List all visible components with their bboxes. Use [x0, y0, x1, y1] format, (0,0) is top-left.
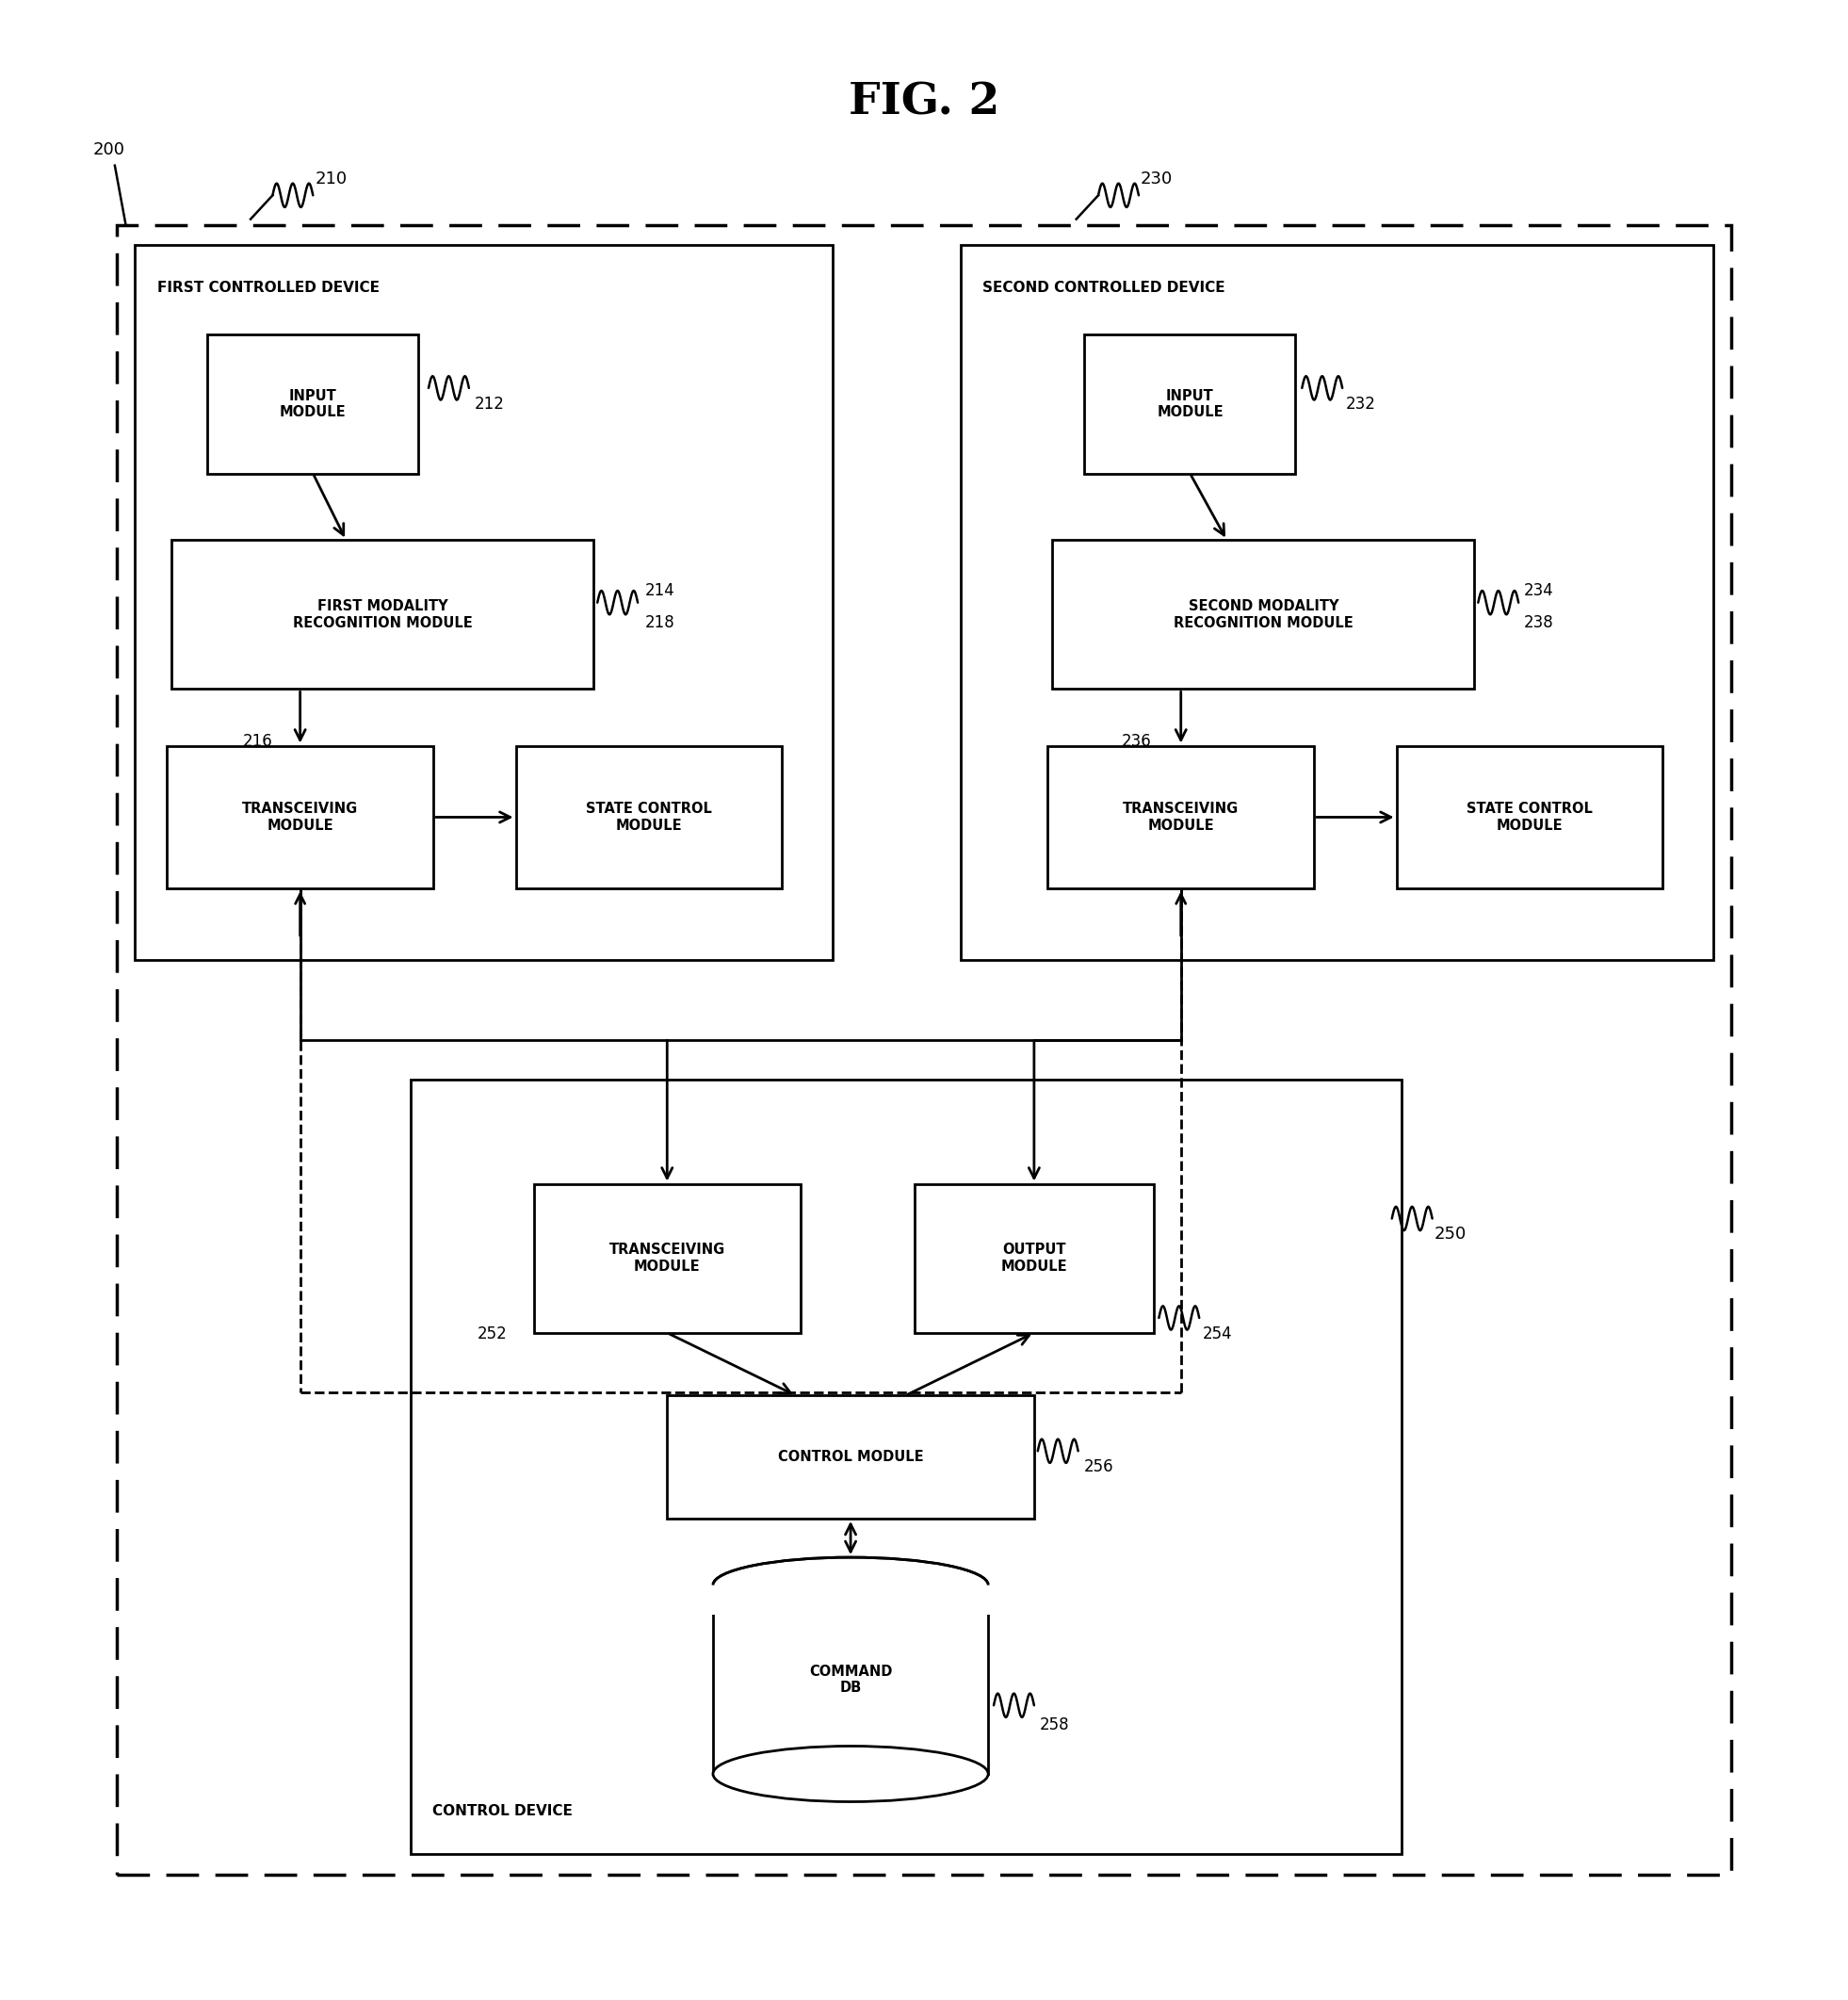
Bar [534, 1184, 800, 1332]
Bar [207, 334, 418, 474]
Text: 236: 236 [1122, 734, 1151, 750]
Bar [961, 244, 1713, 960]
Text: 200: 200 [92, 142, 126, 158]
Bar [1085, 334, 1295, 474]
Bar [516, 746, 782, 888]
Text: 230: 230 [1140, 170, 1173, 188]
Text: STATE CONTROL
MODULE: STATE CONTROL MODULE [586, 802, 711, 832]
Bar [1397, 746, 1663, 888]
Text: OUTPUT
MODULE: OUTPUT MODULE [1002, 1244, 1068, 1274]
Text: 254: 254 [1203, 1326, 1233, 1342]
Text: 238: 238 [1525, 614, 1554, 630]
Text: TRANSCEIVING
MODULE: TRANSCEIVING MODULE [242, 802, 359, 832]
Text: 214: 214 [645, 582, 675, 600]
Text: CONTROL MODULE: CONTROL MODULE [778, 1450, 924, 1464]
Text: 216: 216 [242, 734, 274, 750]
Text: 234: 234 [1525, 582, 1554, 600]
Text: TRANSCEIVING
MODULE: TRANSCEIVING MODULE [1124, 802, 1238, 832]
Text: STATE CONTROL
MODULE: STATE CONTROL MODULE [1467, 802, 1593, 832]
Bar [1048, 746, 1314, 888]
Text: 256: 256 [1083, 1458, 1114, 1476]
Bar [135, 244, 832, 960]
Text: 252: 252 [477, 1326, 508, 1342]
Text: CONTROL DEVICE: CONTROL DEVICE [432, 1804, 573, 1818]
Text: TRANSCEIVING
MODULE: TRANSCEIVING MODULE [610, 1244, 724, 1274]
Bar [1053, 540, 1475, 690]
Text: SECOND CONTROLLED DEVICE: SECOND CONTROLLED DEVICE [983, 280, 1225, 294]
Text: 258: 258 [1040, 1716, 1070, 1734]
Bar [166, 746, 432, 888]
Text: FIG. 2: FIG. 2 [848, 80, 1000, 124]
Text: FIRST MODALITY
RECOGNITION MODULE: FIRST MODALITY RECOGNITION MODULE [292, 600, 473, 630]
Text: FIRST CONTROLLED DEVICE: FIRST CONTROLLED DEVICE [157, 280, 379, 294]
Text: INPUT
MODULE: INPUT MODULE [279, 388, 346, 420]
Bar [410, 1080, 1401, 1854]
Bar [172, 540, 593, 690]
Bar [915, 1184, 1153, 1332]
Text: 250: 250 [1434, 1226, 1465, 1242]
Bar [667, 1396, 1035, 1518]
Text: 212: 212 [475, 396, 505, 412]
Ellipse shape [713, 1746, 989, 1802]
Bar [116, 226, 1732, 1874]
Text: 218: 218 [645, 614, 675, 630]
Ellipse shape [713, 1558, 989, 1612]
Bar [710, 1584, 992, 1614]
Text: 210: 210 [314, 170, 347, 188]
Text: 232: 232 [1345, 396, 1377, 412]
Text: COMMAND
DB: COMMAND DB [809, 1664, 893, 1694]
Text: INPUT
MODULE: INPUT MODULE [1157, 388, 1223, 420]
Text: SECOND MODALITY
RECOGNITION MODULE: SECOND MODALITY RECOGNITION MODULE [1173, 600, 1353, 630]
